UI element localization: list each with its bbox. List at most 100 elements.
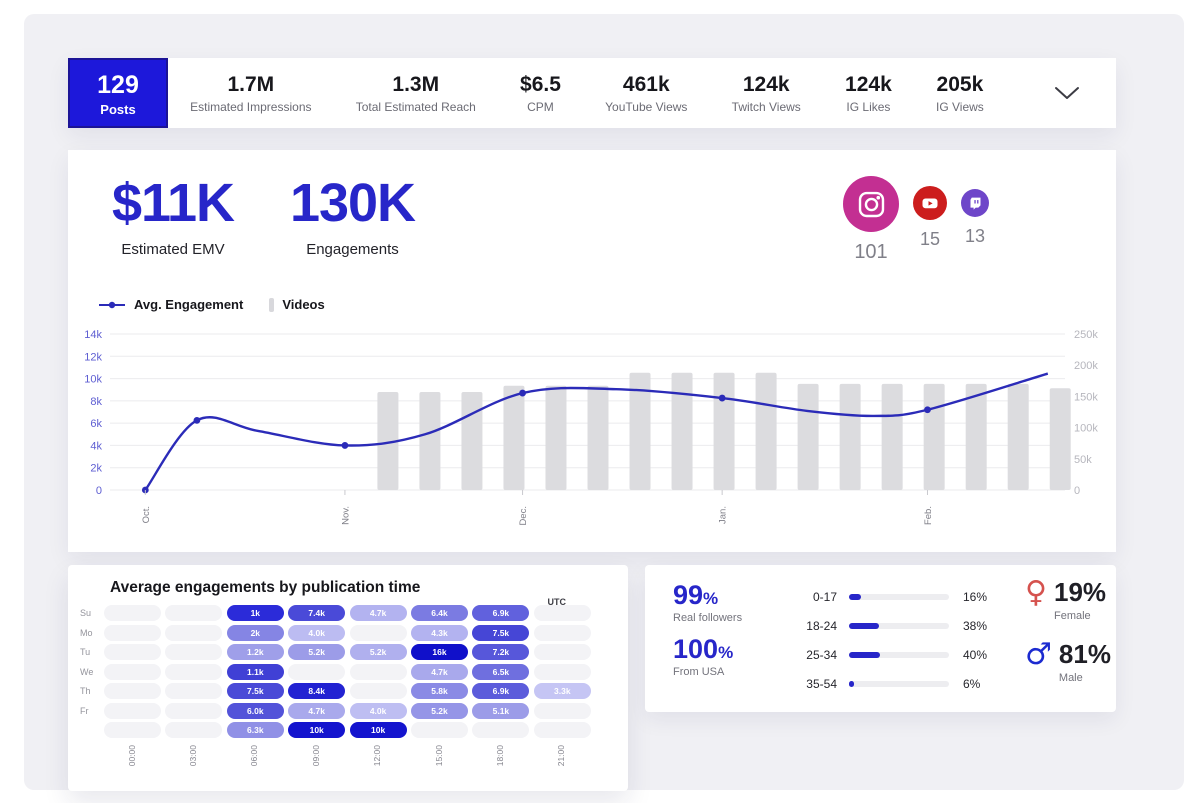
emv-label: Estimated EMV [121,241,225,258]
top-stat-value: $6.5 [520,72,561,96]
heatmap-cell: 7.5k [472,624,530,641]
top-stat-value: 205k [936,72,984,96]
gender-label: Female [1053,610,1091,622]
timezone-label: UTC [547,597,567,607]
heatmap-cell [104,644,161,660]
legend-videos[interactable]: Videos [269,297,325,312]
top-stat-value: 124k [845,72,892,96]
legend-videos-label: Videos [282,297,325,312]
heatmap-cell: 6.9k [472,683,530,699]
heatmap-day-label: Mo [80,627,93,638]
real-followers-label: Real followers [673,612,743,624]
heatmap-time-label: 06:00 [249,745,260,767]
top-stat-ig-views[interactable]: 205k IG Views [936,73,984,114]
platform-count-youtube: 15 [919,229,941,249]
age-bar-track [849,593,949,600]
heatmap-cell: 1.2k [226,644,284,660]
age-bar-fill [849,680,854,687]
from-usa-label: From USA [673,666,725,678]
heatmap-cell: 4.0k [288,624,346,641]
heatmap-cell: 7.4k [288,605,346,621]
top-stats-bar: 129 Posts 1.7M Estimated Impressions 1.3M T… [68,58,1116,128]
platform-count-twitch: 13 [964,226,986,246]
instagram-icon[interactable] [843,176,899,232]
twitch-icon[interactable] [961,189,989,217]
heatmap-cell: 10k [349,722,407,738]
real-followers-value: 99 [673,580,704,610]
heatmap-cell [533,644,591,660]
age-row-18-24: 18-24 38% [793,611,997,640]
heatmap-time-label: 12:00 [372,745,383,767]
legend-avg-engagement[interactable]: Avg. Engagement [98,297,243,312]
heatmap-cell: 8.4k [288,683,346,699]
svg-text:4k: 4k [90,440,102,452]
heatmap-cell [472,722,530,738]
heatmap-cell [104,663,161,680]
heatmap-cell [165,605,223,621]
audience-card: 99% Real followers 100% From USA 0-17 16%… [645,565,1116,712]
youtube-icon[interactable] [913,186,947,220]
age-row-0-17: 0-17 16% [793,582,997,611]
heatmap-day-label: Fr [80,705,89,716]
heatmap-cell: 7.2k [472,644,530,660]
top-stat-estimated-impressions[interactable]: 1.7M Estimated Impressions [190,73,311,114]
age-percent: 6% [963,676,981,691]
heatmap-cell: 4.7k [288,702,346,719]
age-bar-fill [849,651,881,658]
heatmap-cell [165,722,223,738]
age-row-35-54: 35-54 6% [793,669,997,698]
heatmap-time-label: 03:00 [187,745,198,767]
publication-time-card: Average engagements by publication time … [68,565,628,791]
heatmap-cell [165,663,223,680]
svg-text:0: 0 [96,485,102,497]
top-stats-items: 1.7M Estimated Impressions 1.3M Total Estim… [168,58,1006,128]
svg-text:50k: 50k [1074,454,1092,466]
engagements-label: Engagements [306,241,399,258]
top-stat-ig-likes[interactable]: 124k IG Likes [845,73,892,114]
svg-text:Feb.: Feb. [923,506,934,525]
heatmap-cell [165,702,223,719]
age-percent: 16% [963,589,988,604]
heatmap-time-label: 21:00 [556,745,567,767]
svg-text:250k: 250k [1074,329,1098,341]
line-swatch-icon [99,301,125,308]
heatmap-cell [104,722,161,738]
heatmap-cell: 7.5k [226,683,284,699]
svg-text:Jan.: Jan. [718,506,729,524]
heatmap-cell: 3.3k [533,683,591,699]
heatmap-cell [411,722,468,738]
heatmap-cell: 6.4k [411,605,468,621]
platform-instagram: 101 [843,176,899,264]
age-percent: 40% [963,647,988,662]
real-followers-stat: 99% Real followers [673,580,743,624]
heatmap-time-label: 00:00 [126,745,137,767]
heatmap-cell [165,624,223,641]
age-bar-fill [849,593,862,600]
top-stat-label: Estimated Impressions [190,99,312,114]
top-stat-total-estimated-reach[interactable]: 1.3M Total Estimated Reach [356,73,476,114]
heatmap-cell [104,605,161,621]
gender-label: Male [1058,672,1083,684]
top-stat-label: Twitch Views [731,99,801,114]
posts-stat-tile[interactable]: 129 Posts [68,58,168,128]
heatmap-cell: 5.8k [411,683,468,699]
gender-value: 19% [1053,577,1107,607]
top-stat-twitch-views[interactable]: 124k Twitch Views [732,73,801,114]
top-stat-label: IG Views [936,99,984,114]
top-stat-label: IG Likes [846,99,891,114]
gender-stat: 81% Male [1059,639,1111,684]
top-stat-youtube-views[interactable]: 461k YouTube Views [605,73,687,114]
chevron-down-icon[interactable] [1054,86,1080,106]
top-stat-cpm[interactable]: $6.5 CPM [520,73,561,114]
heatmap-cell [533,624,591,641]
age-label: 35-54 [806,676,837,691]
svg-text:12k: 12k [84,351,102,363]
age-label: 0-17 [812,589,837,604]
dashboard-background: 129 Posts 1.7M Estimated Impressions 1.3M T… [24,14,1184,791]
svg-text:8k: 8k [90,396,102,408]
gender-value: 81% [1058,639,1111,669]
engagements-value: 130K [289,173,416,233]
svg-text:Nov.: Nov. [340,506,351,525]
heatmap-day-label: We [80,666,94,677]
heatmap-cell: 6.5k [472,663,530,680]
